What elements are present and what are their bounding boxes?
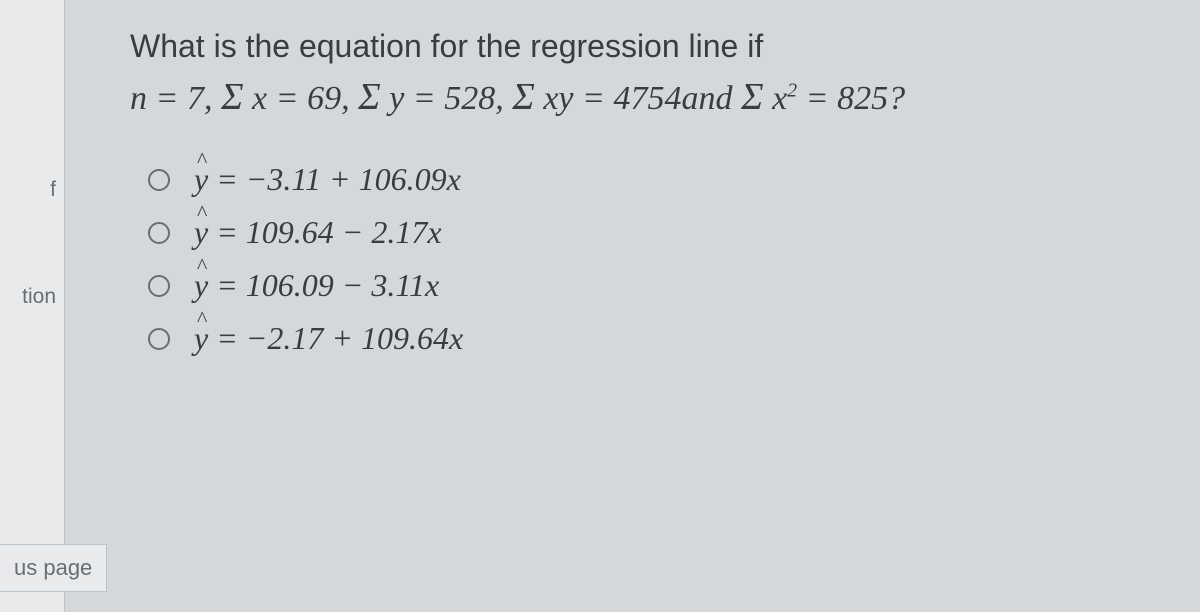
- option-c-text: y = 106.09 − 3.11x: [194, 267, 439, 304]
- sidebar-item-f[interactable]: f: [50, 178, 56, 202]
- option-a-text: y = −3.11 + 106.09x: [194, 161, 461, 198]
- option-d-text: y = −2.17 + 109.64x: [194, 320, 463, 357]
- option-d[interactable]: y = −2.17 + 109.64x: [148, 320, 1180, 357]
- option-c[interactable]: y = 106.09 − 3.11x: [148, 267, 1180, 304]
- option-b[interactable]: y = 109.64 − 2.17x: [148, 214, 1180, 251]
- option-b-text: y = 109.64 − 2.17x: [194, 214, 442, 251]
- radio-icon[interactable]: [148, 222, 170, 244]
- radio-icon[interactable]: [148, 169, 170, 191]
- sidebar-item-tion[interactable]: tion: [22, 285, 56, 309]
- radio-icon[interactable]: [148, 275, 170, 297]
- radio-icon[interactable]: [148, 328, 170, 350]
- sidebar: f tion: [0, 0, 65, 612]
- question-text-line1: What is the equation for the regression …: [130, 28, 1180, 65]
- option-a[interactable]: y = −3.11 + 106.09x: [148, 161, 1180, 198]
- question-text-line2: n = 7, Σ x = 69, Σ y = 528, Σ xy = 4754a…: [130, 75, 1180, 119]
- answer-options: y = −3.11 + 106.09x y = 109.64 − 2.17x y…: [148, 161, 1180, 357]
- previous-page-button[interactable]: us page: [0, 544, 107, 592]
- question-content: What is the equation for the regression …: [130, 28, 1180, 373]
